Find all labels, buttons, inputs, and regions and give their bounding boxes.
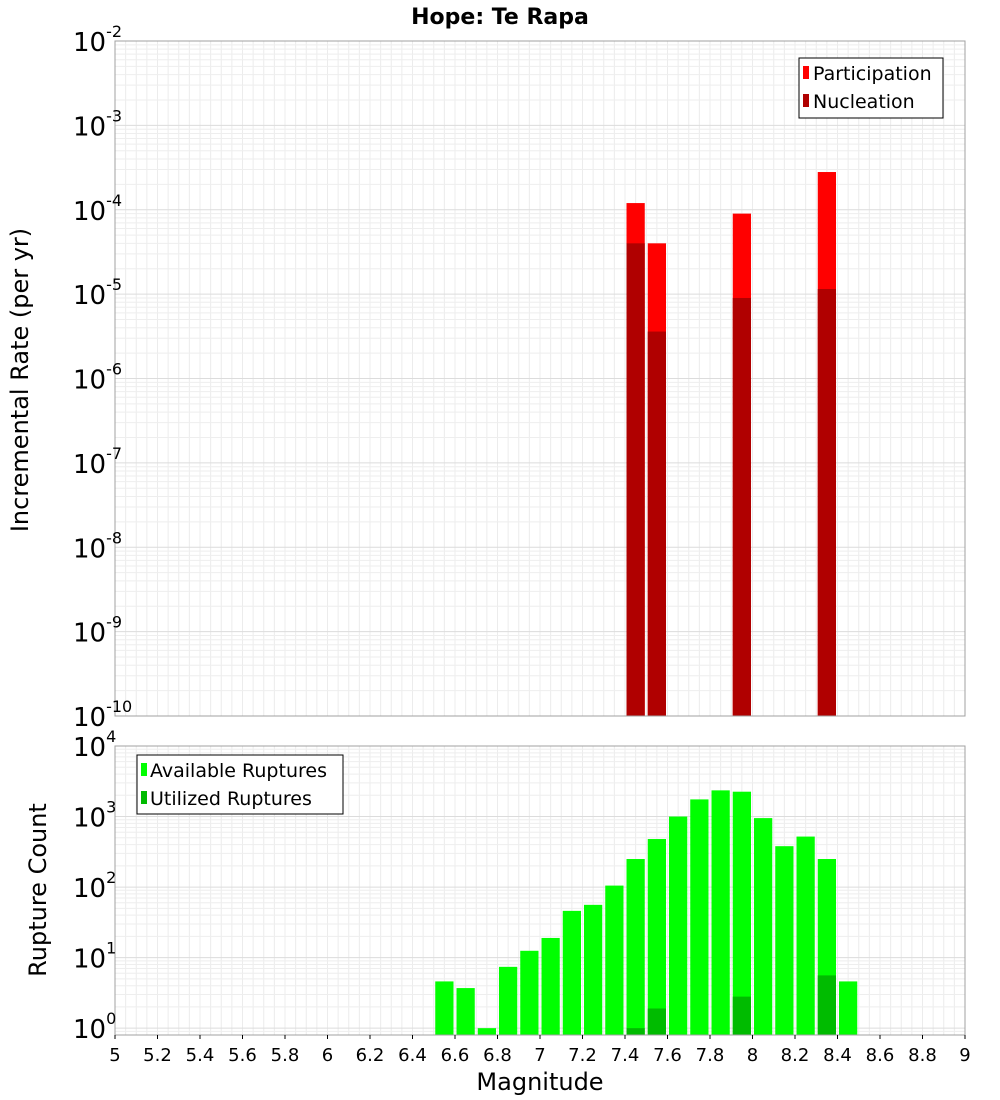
y-tick-label: 103 xyxy=(73,798,116,834)
y-tick-label: 10-7 xyxy=(73,444,122,480)
rate-y-ticks: 10-10 10-9 10-8 10-7 10-6 10-5 10-4 10-3 10-2 xyxy=(73,22,132,733)
participation-legend-label: Participation xyxy=(813,63,932,85)
y-tick-label: 102 xyxy=(73,868,116,904)
count-legend: Available Ruptures Utilized Ruptures xyxy=(136,754,344,815)
rate-panel: 10-10 10-9 10-8 10-7 10-6 10-5 10-4 10-3 10-2 In… xyxy=(6,22,966,733)
available-ruptures-bar xyxy=(690,799,709,1035)
rate-plot-frame xyxy=(114,40,966,717)
available-ruptures-bar xyxy=(626,859,645,1035)
nucleation-bar xyxy=(626,243,645,717)
available-ruptures-bar xyxy=(796,836,815,1035)
count-y-axis-label: Rupture Count xyxy=(24,803,52,977)
x-tick-label: 5.4 xyxy=(186,1045,215,1066)
x-tick-label: 6.6 xyxy=(441,1045,470,1066)
x-tick-label: 5.2 xyxy=(143,1045,172,1066)
available-ruptures-bar xyxy=(669,816,688,1035)
rate-legend-box xyxy=(798,57,944,119)
x-tick-label: 8.4 xyxy=(823,1045,852,1066)
nucleation-legend-swatch xyxy=(803,94,809,107)
available-ruptures-bar xyxy=(541,937,560,1035)
utilized-legend-label: Utilized Ruptures xyxy=(150,788,312,810)
utilized-ruptures-bar xyxy=(817,975,836,1035)
x-tick-label: 5.8 xyxy=(271,1045,300,1066)
rate-y-axis-label: Incremental Rate (per yr) xyxy=(6,228,34,532)
utilized-ruptures-bar xyxy=(626,1028,645,1035)
magnitude-x-ticks: 5 5.2 5.4 5.6 5.8 6 6.2 6.4 6.6 6.8 7 7.2 7.4 7.6 7.8 8… xyxy=(109,1035,971,1066)
y-tick-label: 104 xyxy=(73,727,116,763)
available-ruptures-bar xyxy=(562,910,581,1035)
x-tick-label: 6 xyxy=(322,1045,333,1066)
available-ruptures-bar xyxy=(732,791,751,1035)
nucleation-bar xyxy=(647,331,666,716)
available-ruptures-bar xyxy=(520,950,539,1035)
available-ruptures-bar xyxy=(605,885,624,1035)
y-tick-label: 10-6 xyxy=(73,360,122,396)
nucleation-bar xyxy=(817,289,836,716)
y-tick-label: 10-10 xyxy=(73,697,132,733)
x-tick-label: 5 xyxy=(109,1045,120,1066)
x-axis-label: Magnitude xyxy=(476,1068,603,1096)
x-tick-label: 5.6 xyxy=(228,1045,257,1066)
rate-legend: Participation Nucleation xyxy=(798,57,944,119)
y-tick-label: 10-4 xyxy=(73,191,122,227)
available-ruptures-bar xyxy=(435,981,454,1035)
count-panel: 100 101 102 103 104 5 5.2 5.4 5.6 5.8 6 6.2 6.4 6.6 6… xyxy=(24,727,971,1096)
x-tick-label: 8.8 xyxy=(908,1045,937,1066)
count-bars xyxy=(435,790,858,1035)
available-ruptures-bar xyxy=(477,1028,496,1035)
available-ruptures-bar xyxy=(839,981,858,1035)
x-tick-label: 6.8 xyxy=(483,1045,512,1066)
y-tick-label: 10-3 xyxy=(73,106,122,142)
x-tick-label: 7 xyxy=(534,1045,545,1066)
y-tick-label: 10-9 xyxy=(73,613,122,649)
available-ruptures-bar xyxy=(711,790,730,1035)
count-y-ticks: 100 101 102 103 104 xyxy=(73,727,116,1045)
x-tick-label: 8 xyxy=(747,1045,758,1066)
x-tick-label: 8.6 xyxy=(866,1045,895,1066)
available-legend-swatch xyxy=(141,763,147,776)
x-tick-label: 7.4 xyxy=(611,1045,640,1066)
nucleation-bar xyxy=(732,297,751,716)
y-tick-label: 10-2 xyxy=(73,22,122,58)
y-tick-label: 100 xyxy=(73,1009,116,1045)
available-ruptures-bar xyxy=(499,966,518,1035)
participation-legend-swatch xyxy=(803,66,809,79)
rate-grid xyxy=(114,40,966,717)
available-ruptures-bar xyxy=(456,988,475,1035)
y-tick-label: 101 xyxy=(73,939,116,975)
rate-bars xyxy=(626,172,836,717)
x-tick-label: 6.2 xyxy=(356,1045,385,1066)
available-ruptures-bar xyxy=(647,839,666,1035)
available-ruptures-bar xyxy=(775,846,794,1035)
available-legend-label: Available Ruptures xyxy=(150,760,327,782)
available-ruptures-bar xyxy=(754,818,773,1035)
y-tick-label: 10-8 xyxy=(73,528,122,564)
x-tick-label: 8.2 xyxy=(781,1045,810,1066)
x-tick-label: 7.6 xyxy=(653,1045,682,1066)
utilized-legend-swatch xyxy=(141,791,147,804)
count-legend-box xyxy=(136,754,344,815)
chart-title: Hope: Te Rapa xyxy=(411,5,589,30)
utilized-ruptures-bar xyxy=(647,1008,666,1035)
y-tick-label: 10-5 xyxy=(73,275,122,311)
nucleation-legend-label: Nucleation xyxy=(813,91,915,113)
utilized-ruptures-bar xyxy=(732,996,751,1035)
x-tick-label: 7.8 xyxy=(696,1045,725,1066)
x-tick-label: 9 xyxy=(959,1045,970,1066)
x-tick-label: 6.4 xyxy=(398,1045,427,1066)
available-ruptures-bar xyxy=(584,904,603,1035)
x-tick-label: 7.2 xyxy=(568,1045,597,1066)
